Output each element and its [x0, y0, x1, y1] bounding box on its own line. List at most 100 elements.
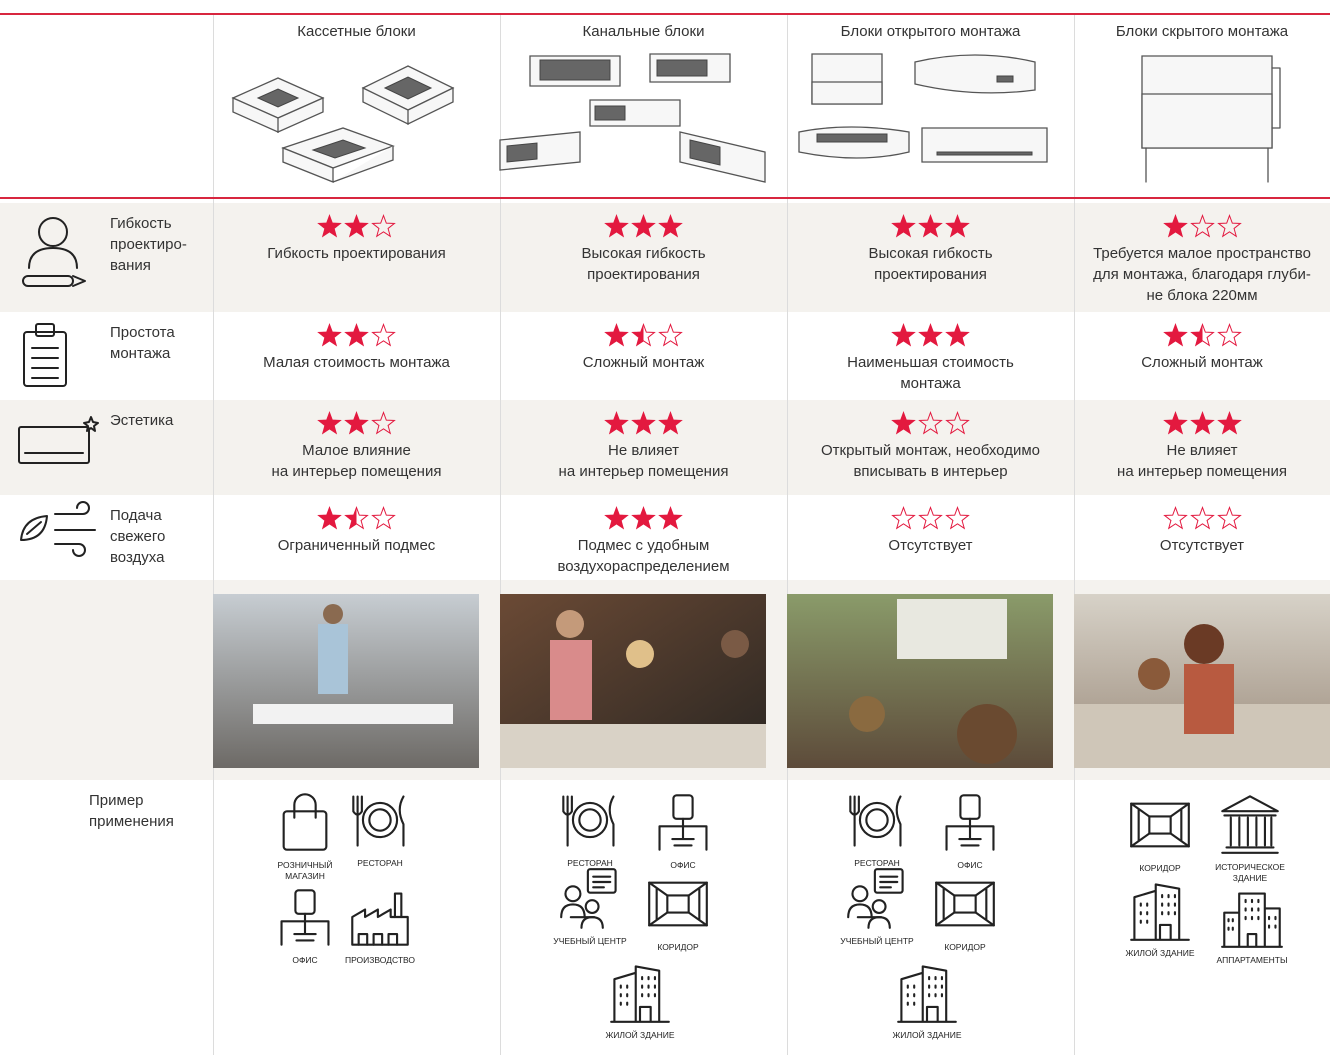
criterion-text: Сложный монтаж: [582, 354, 705, 371]
star-fill: [919, 324, 942, 346]
header-rule: [0, 197, 1330, 199]
rating-stars: [317, 214, 396, 238]
star-fill: [919, 215, 942, 237]
criterion-text: Открытый монтаж, необходимо вписывать в …: [821, 442, 1040, 480]
criterion-text: Не влияет на интерьер помещения: [558, 442, 729, 480]
rating-stars: [1162, 411, 1242, 435]
star-fill: [892, 324, 915, 346]
criterion-text: Подмес с удобным воздухораспределением: [557, 537, 730, 575]
star-outline: [1162, 506, 1188, 530]
star-fill: [946, 324, 969, 346]
criterion-text: Не влияет на интерьер помещения: [1117, 442, 1287, 480]
rating-stars: [604, 323, 683, 347]
open-units: [798, 53, 1048, 163]
photo-home: [1074, 594, 1330, 768]
star-fill: [1163, 215, 1187, 237]
example-icon: [933, 872, 997, 936]
star-fill: [318, 507, 341, 529]
fresh-air-icon: [20, 501, 96, 557]
design-icon: [22, 217, 86, 287]
duct-units: [499, 53, 766, 183]
criterion-label: Гибкость проектиро- вания: [110, 215, 187, 274]
example-icon: [558, 788, 622, 852]
star-fill: [605, 412, 628, 434]
photo-office: [213, 594, 479, 768]
star-fill: [345, 412, 368, 434]
row-band: [0, 203, 1330, 312]
rating-stars: [891, 214, 970, 238]
star-outline: [1189, 214, 1215, 238]
star-fill: [1163, 412, 1187, 434]
star-outline: [945, 411, 970, 435]
rating-stars: [891, 411, 970, 435]
example-name: ЖИЛОЙ ЗДАНИЕ: [1125, 948, 1195, 958]
star-fill: [892, 215, 915, 237]
star-fill: [659, 215, 682, 237]
example-icon: [895, 960, 959, 1024]
star-outline: [658, 323, 683, 347]
star-fill: [318, 215, 341, 237]
criterion-label: Эстетика: [110, 412, 174, 429]
example-icon: [608, 960, 672, 1024]
clipboard-icon: [23, 323, 67, 387]
star-fill: [632, 324, 644, 346]
star-fill: [1163, 324, 1187, 346]
rating-stars: [604, 214, 683, 238]
star-fill: [632, 412, 655, 434]
example-icon: [273, 885, 337, 949]
rating-stars: [1162, 506, 1242, 530]
rating-stars: [604, 506, 683, 530]
aesthetics-icon: [18, 416, 99, 464]
star-fill: [659, 412, 682, 434]
example-name: РОЗНИЧНЫЙ МАГАЗИН: [277, 860, 333, 881]
rating-stars: [891, 506, 970, 530]
star-outline: [891, 506, 916, 530]
star-outline: [945, 506, 970, 530]
criterion-text: Наименьшая стоимость монтажа: [847, 354, 1014, 392]
star-outline: [918, 411, 943, 435]
example-icon: [845, 866, 909, 930]
rating-stars: [317, 411, 396, 435]
example-name: ОФИС: [292, 955, 318, 965]
example-name: УЧЕБНЫЙ ЦЕНТР: [553, 936, 627, 946]
criterion-label: Подача свежего воздуха: [110, 507, 166, 566]
rating-stars: [891, 323, 970, 347]
photo-classroom: [787, 594, 1053, 768]
star-fill: [605, 215, 628, 237]
criterion-label: Простота монтажа: [110, 324, 175, 362]
example-name: ПРОИЗВОДСТВО: [344, 955, 416, 965]
star-fill: [1217, 412, 1241, 434]
column-line: [500, 14, 501, 1055]
star-outline: [1189, 506, 1215, 530]
criterion-text: Гибкость проектирования: [267, 245, 446, 262]
example-name: РЕСТОРАН: [357, 858, 403, 868]
criterion-text: Сложный монтаж: [1141, 354, 1263, 371]
criterion-text: Высокая гибкость проектирования: [581, 245, 706, 283]
criterion-text: Требуется малое пространство для монтажа…: [1093, 245, 1311, 304]
column-title: Канальные блоки: [582, 23, 705, 40]
example-name: УЧЕБНЫЙ ЦЕНТР: [840, 936, 914, 946]
star-fill: [946, 215, 969, 237]
example-name: КОРИДОР: [944, 942, 986, 952]
example-name: АППАРТАМЕНТЫ: [1216, 955, 1288, 965]
example-label: Пример применения: [89, 792, 174, 830]
rating-stars: [604, 411, 683, 435]
photo-restaurant: [500, 594, 766, 768]
example-icon: [651, 790, 715, 854]
column-line: [213, 14, 214, 1055]
criterion-text: Малая стоимость монтажа: [263, 354, 450, 371]
star-fill: [632, 507, 655, 529]
criterion-text: Высокая гибкость проектирования: [868, 245, 993, 283]
example-name: ОФИС: [670, 860, 696, 870]
column-title: Кассетные блоки: [297, 23, 416, 40]
example-icon: [1128, 878, 1192, 942]
star-outline: [1216, 323, 1242, 347]
example-name: ЖИЛОЙ ЗДАНИЕ: [605, 1030, 675, 1040]
example-icon: [348, 885, 412, 949]
criterion-text: Малое влияние на интерьер помещения: [271, 442, 442, 480]
example-icon: [1220, 885, 1284, 949]
star-outline: [918, 506, 943, 530]
criterion-text: Ограниченный подмес: [277, 537, 436, 554]
star-fill: [345, 507, 357, 529]
